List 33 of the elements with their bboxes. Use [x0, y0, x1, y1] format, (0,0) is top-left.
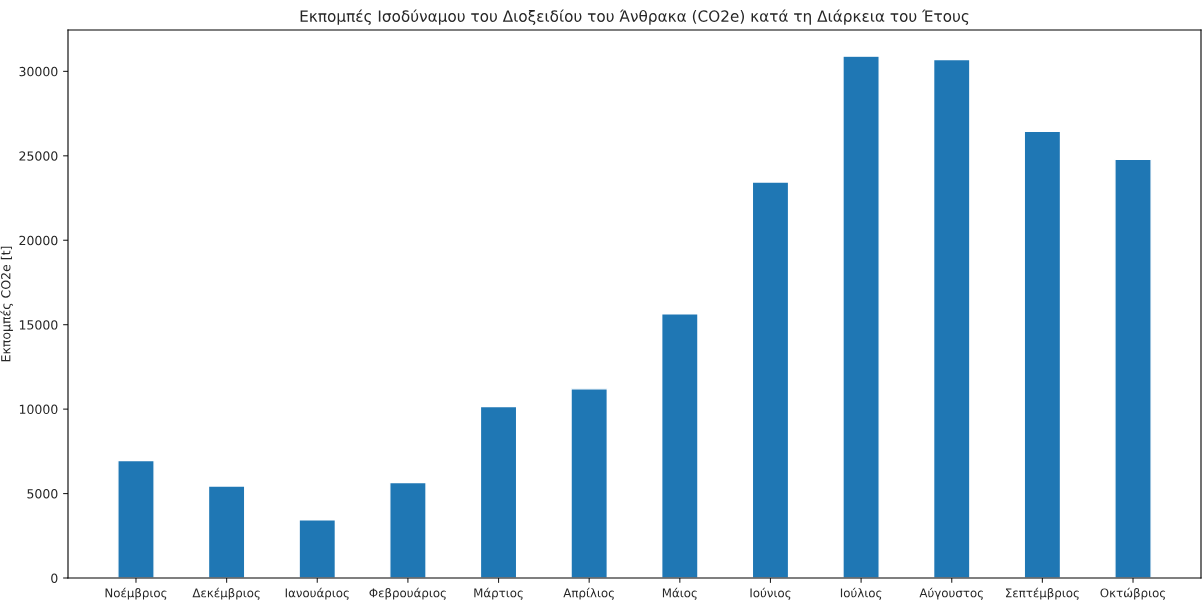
y-tick-label: 5000	[27, 489, 58, 499]
bar	[660, 313, 699, 578]
x-tick-label: Ιούνιος	[750, 587, 791, 600]
bar	[1114, 158, 1152, 578]
x-tick-label: Οκτώβριος	[1100, 587, 1166, 600]
bar	[389, 481, 427, 578]
y-tick-label: 0	[51, 573, 58, 583]
x-tick-label: Νοέμβριος	[105, 587, 167, 600]
bar	[1023, 130, 1062, 578]
x-tick-label: Μάρτιος	[474, 587, 523, 600]
bar	[298, 519, 337, 578]
bar	[207, 485, 246, 578]
x-tick-label: Απρίλιος	[563, 587, 614, 600]
y-tick-label: 30000	[19, 66, 58, 77]
x-tick-label: Δεκέμβριος	[192, 587, 260, 600]
y-tick-label: 10000	[19, 404, 58, 415]
bar	[842, 55, 880, 578]
x-tick-label: Σεπτέμβριος	[1005, 587, 1079, 600]
x-tick-label: Ιούλιος	[840, 587, 882, 600]
bar	[117, 459, 155, 578]
x-tick-label: Μάιος	[662, 587, 697, 600]
bar	[932, 58, 971, 578]
x-tick-label: Φεβρουάριος	[369, 587, 446, 600]
y-axis-title: Εκπομπές CO2e [t]	[0, 246, 13, 362]
x-tick-label: Ιανουάριος	[285, 587, 349, 600]
chart-title: Εκπομπές Ισοδύναμου του Διοξειδίου του Άνθρακα (CO2e) κατά τη Διάρκεια του Έτους	[300, 9, 969, 25]
x-tick-label: Αύγουστος	[919, 587, 983, 600]
y-tick-label: 25000	[19, 151, 58, 161]
bar	[570, 388, 609, 578]
y-tick-label: 20000	[19, 235, 58, 246]
bar	[479, 405, 518, 578]
bar	[751, 181, 790, 578]
y-tick-label: 15000	[19, 320, 58, 330]
